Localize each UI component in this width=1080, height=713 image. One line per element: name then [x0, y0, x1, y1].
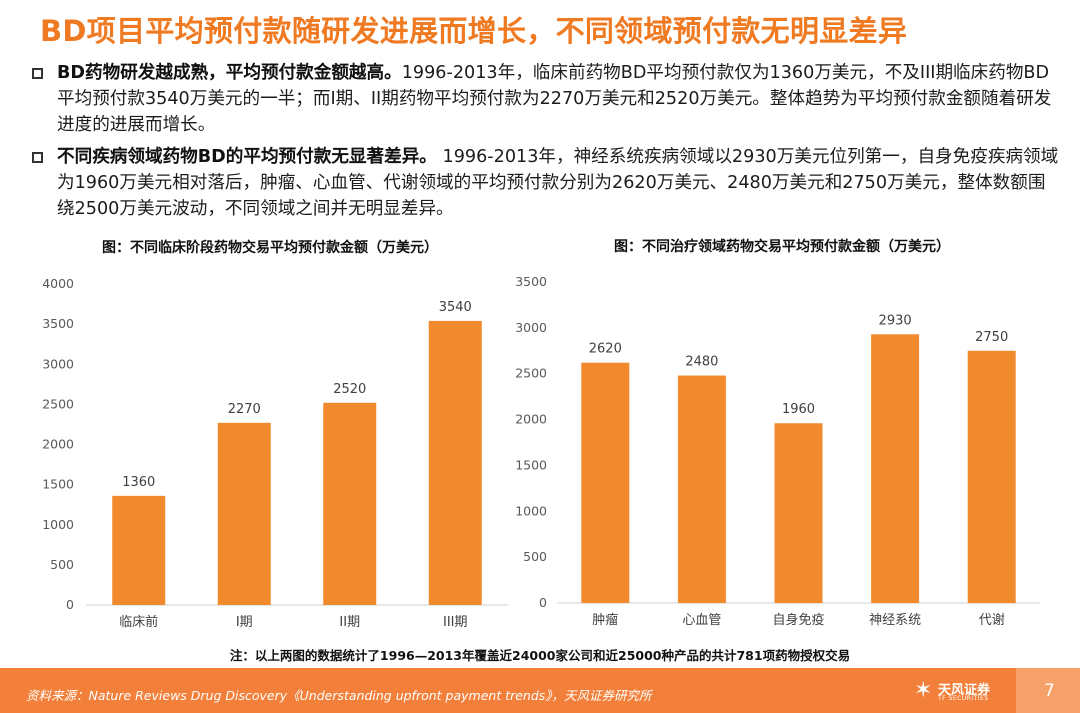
footer-bar: 资料来源：Nature Reviews Drug Discovery《Under…	[0, 668, 1080, 713]
x-tick-label: 心血管	[682, 613, 721, 628]
bullet-list: BD药物研发越成熟，平均预付款金额越高。1996-2013年，临床前药物BD平均…	[32, 60, 1062, 228]
y-tick-label: 2500	[515, 366, 547, 381]
bar-chart-clinical-stage: 0 500 1000 1500 2000 2500 3000 3500 4000 1360 临床前 2…	[42, 276, 508, 630]
bullet-bold-text: BD药物研发越成熟，平均预付款金额越高。	[57, 63, 402, 83]
data-label: 2620	[589, 342, 622, 357]
source-text: 资料来源：Nature Reviews Drug Discovery《Under…	[26, 688, 652, 703]
x-tick-label: 代谢	[979, 612, 1005, 628]
chart-title-clinical-stage: 图：不同临床阶段药物交易平均预付款金额（万美元）	[102, 240, 438, 256]
footnote: 注：以上两图的数据统计了1996—2013年覆盖近24000家公司和近25000…	[229, 648, 851, 663]
company-logo: ✶ 天风证券 TF SECURITIES	[914, 676, 1004, 706]
bar	[967, 350, 1016, 603]
y-tick-label: 500	[523, 549, 547, 564]
page-title: BD项目平均预付款随研发进展而增长，不同领域预付款无明显差异	[40, 14, 908, 48]
x-tick-label: I期	[236, 615, 253, 630]
y-tick-label: 2000	[515, 412, 547, 427]
x-tick-label: III期	[443, 615, 468, 630]
bar	[323, 402, 377, 605]
y-tick-label: 0	[539, 595, 547, 610]
data-label: 1360	[122, 475, 155, 490]
y-tick-label: 0	[66, 597, 74, 612]
y-tick-label: 3000	[515, 320, 547, 335]
x-tick-label: II期	[339, 615, 360, 630]
bullet-item: BD药物研发越成熟，平均预付款金额越高。1996-2013年，临床前药物BD平均…	[32, 60, 1062, 138]
logo-mark-icon: ✶	[914, 678, 933, 703]
y-tick-label: 1500	[515, 457, 547, 472]
bullet-body-text: 1996-2013年，神经系统疾病领域以2930万美元位列第一，自身免疫疾病领域…	[57, 147, 1059, 219]
logo-cn-text: 天风证券	[938, 683, 991, 698]
data-label: 2930	[879, 313, 912, 328]
y-tick-label: 500	[50, 557, 74, 572]
square-bullet-icon	[32, 152, 43, 163]
bullet-paragraph: 不同疾病领域药物BD的平均预付款无显著差异。 1996-2013年，神经系统疾病…	[57, 144, 1062, 222]
y-tick-label: 2500	[42, 396, 74, 411]
bullet-bold-text: 不同疾病领域药物BD的平均预付款无显著差异。	[57, 147, 437, 167]
data-label: 2750	[975, 330, 1008, 345]
y-tick-label: 2000	[42, 437, 74, 452]
bullet-item: 不同疾病领域药物BD的平均预付款无显著差异。 1996-2013年，神经系统疾病…	[32, 144, 1062, 222]
bullet-paragraph: BD药物研发越成熟，平均预付款金额越高。1996-2013年，临床前药物BD平均…	[57, 60, 1062, 138]
x-tick-label: 自身免疫	[772, 612, 824, 628]
x-tick-label: 神经系统	[869, 613, 921, 628]
bar	[581, 362, 630, 603]
data-label: 2520	[333, 382, 366, 397]
y-tick-label: 1500	[42, 477, 74, 492]
chart-title-therapeutic-area: 图：不同治疗领域药物交易平均预付款金额（万美元）	[614, 239, 950, 255]
y-tick-label: 3000	[42, 356, 74, 371]
bar-chart-therapeutic-area: 0 500 1000 1500 2000 2500 3000 3500 2620 肿瘤 2480 心血…	[515, 274, 1040, 628]
bar	[428, 320, 482, 605]
bar	[871, 334, 920, 603]
bar	[677, 375, 726, 603]
bar	[112, 495, 166, 605]
page-number-block	[1016, 668, 1080, 713]
y-tick-label: 4000	[42, 276, 74, 291]
data-label: 1960	[782, 402, 815, 417]
bar	[217, 422, 271, 605]
logo-en-text: TF SECURITIES	[938, 695, 989, 702]
bullet-body-text: 1996-2013年，临床前药物BD平均预付款仅为1360万美元，不及III期临…	[57, 63, 1052, 135]
page-number: 7	[1044, 681, 1055, 701]
y-tick-label: 3500	[515, 274, 547, 289]
data-label: 2270	[228, 402, 261, 417]
data-label: 2480	[685, 355, 718, 370]
y-tick-label: 3500	[42, 316, 74, 331]
data-label: 3540	[439, 300, 472, 315]
y-tick-label: 1000	[515, 503, 547, 518]
bar	[774, 423, 823, 603]
x-tick-label: 肿瘤	[592, 612, 618, 628]
y-tick-label: 1000	[42, 517, 74, 532]
square-bullet-icon	[32, 68, 43, 79]
x-tick-label: 临床前	[119, 614, 158, 630]
